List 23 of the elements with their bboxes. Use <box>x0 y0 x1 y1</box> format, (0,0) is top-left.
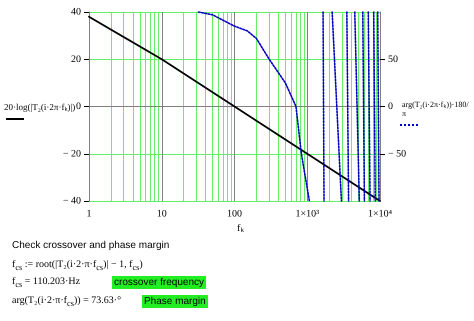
text: f$_{cs}$ := root(|T₂(i·2·π·f$_{cs}$)| − 1, f$_{cs}$) <box>12 259 143 272</box>
x-tick-label: 100 <box>227 208 242 220</box>
text: Phase margin <box>142 295 208 308</box>
y-tick-label: − 20 <box>62 148 81 160</box>
text: arg(T₂(i·2·π·f$_{cs}$)) = 73.63·° <box>12 295 122 308</box>
y2-tick-label: − 50 <box>388 148 406 160</box>
y2-axis-title: arg(T₂(i·2π·fₖ))·180/π <box>402 99 470 118</box>
y-tick-label: − 40 <box>62 196 81 206</box>
line-series <box>88 16 381 202</box>
x-tick-label: 1 <box>86 208 92 220</box>
x-axis-title: fₖ <box>237 222 244 234</box>
y2-tick-label: 50 <box>388 54 398 65</box>
x-tick-label: 1×10³ <box>295 208 320 220</box>
x-tick-label: 10 <box>156 208 167 220</box>
y-tick-label: 40 <box>71 6 81 18</box>
y-axis-title: 20·log(|T₂(i·2π·fₖ)|) <box>4 101 76 113</box>
x-tick-label: 1×10⁴ <box>368 208 393 220</box>
text: f$_{cs}$ = 110.203·Hz <box>12 276 80 289</box>
y-tick-label: 20 <box>71 54 81 65</box>
y-tick-label: 0 <box>76 101 81 112</box>
y2-tick-label: 0 <box>388 101 393 112</box>
text: Check crossover and phase margin <box>12 240 170 251</box>
text: crossover frequency <box>112 276 206 289</box>
